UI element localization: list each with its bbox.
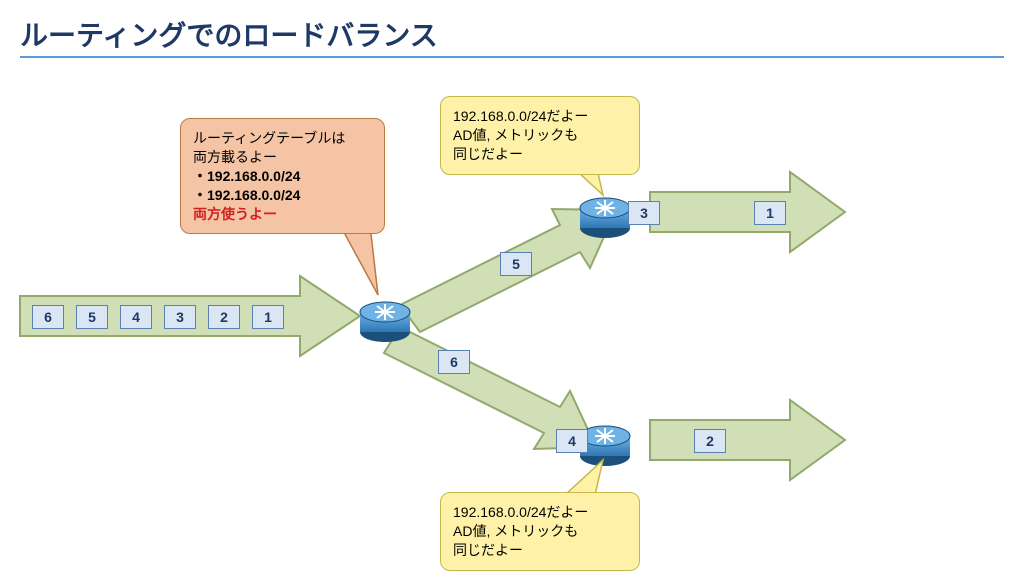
callout-main-l3: ・192.168.0.0/24: [193, 168, 300, 184]
router-center-icon: [360, 302, 410, 342]
callout-lower-route: 192.168.0.0/24だよー AD値, メトリックも 同じだよー: [440, 492, 640, 571]
packet-upper-1: 1: [754, 201, 786, 225]
packet-lower-4: 4: [556, 429, 588, 453]
callout-lower-l1: 192.168.0.0/24だよー: [453, 504, 588, 520]
callout-main-l5: 両方使うよー: [193, 206, 277, 222]
packet-in-6: 6: [32, 305, 64, 329]
packet-lower-2: 2: [694, 429, 726, 453]
callout-main-tail: [340, 225, 378, 295]
callout-lower-tail: [565, 460, 603, 495]
packet-upper-3: 3: [628, 201, 660, 225]
router-upper-icon: [580, 198, 630, 238]
callout-upper-l1: 192.168.0.0/24だよー: [453, 108, 588, 124]
packet-in-3: 3: [164, 305, 196, 329]
packet-in-2: 2: [208, 305, 240, 329]
callout-upper-route: 192.168.0.0/24だよー AD値, メトリックも 同じだよー: [440, 96, 640, 175]
callout-lower-l3: 同じだよー: [453, 542, 523, 558]
packet-lower-mid: 6: [438, 350, 470, 374]
callout-main-l2: 両方載るよー: [193, 149, 277, 165]
callout-main-l4: ・192.168.0.0/24: [193, 187, 300, 203]
callout-upper-l2: AD値, メトリックも: [453, 127, 578, 143]
arrow-lower-out: [650, 400, 845, 480]
callout-routing-table: ルーティングテーブルは 両方載るよー ・192.168.0.0/24 ・192.…: [180, 118, 385, 234]
callout-lower-l2: AD値, メトリックも: [453, 523, 578, 539]
packet-in-4: 4: [120, 305, 152, 329]
callout-upper-l3: 同じだよー: [453, 146, 523, 162]
packet-upper-mid: 5: [500, 252, 532, 276]
arrow-upper-out: [650, 172, 845, 252]
packet-in-1: 1: [252, 305, 284, 329]
callout-main-l1: ルーティングテーブルは: [193, 130, 345, 146]
packet-in-5: 5: [76, 305, 108, 329]
